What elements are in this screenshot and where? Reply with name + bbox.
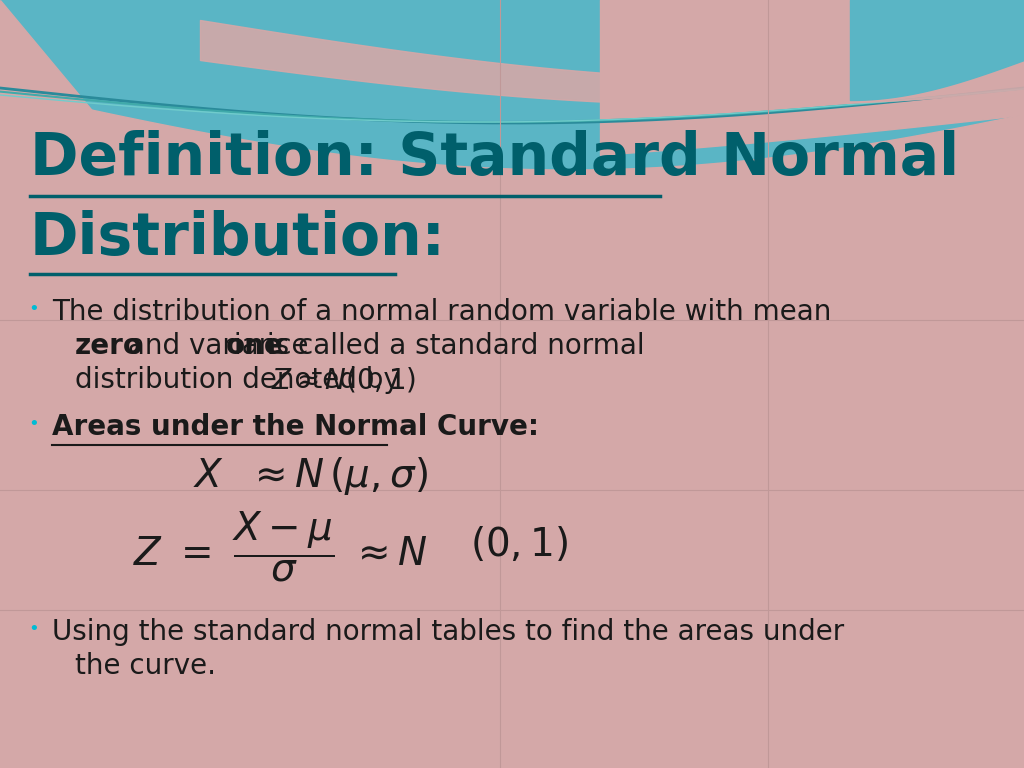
Text: $Z\ =\ \dfrac{X-\mu}{\sigma}\ \approx N$: $Z\ =\ \dfrac{X-\mu}{\sigma}\ \approx N$	[133, 510, 427, 584]
Text: Using the standard normal tables to find the areas under: Using the standard normal tables to find…	[52, 618, 844, 646]
Text: $(0,1)$: $(0,1)$	[470, 525, 568, 564]
Text: •: •	[28, 620, 39, 638]
Text: is called a standard normal: is called a standard normal	[258, 332, 645, 360]
Text: •: •	[28, 415, 39, 433]
Text: Areas under the Normal Curve:: Areas under the Normal Curve:	[52, 413, 539, 441]
Text: The distribution of a normal random variable with mean: The distribution of a normal random vari…	[52, 298, 831, 326]
Text: the curve.: the curve.	[75, 652, 216, 680]
Text: $X\ \ \approx N\,(\mu,\sigma)$: $X\ \ \approx N\,(\mu,\sigma)$	[193, 455, 427, 497]
Text: and variance: and variance	[119, 332, 317, 360]
Text: •: •	[28, 300, 39, 318]
Text: one: one	[226, 332, 284, 360]
Text: Distribution:: Distribution:	[30, 210, 445, 267]
Text: zero: zero	[75, 332, 143, 360]
Polygon shape	[0, 0, 100, 120]
Text: distribution denoted by: distribution denoted by	[75, 366, 409, 394]
Text: Definition: Standard Normal: Definition: Standard Normal	[30, 130, 959, 187]
Text: $Z\approx N(0,1)$: $Z\approx N(0,1)$	[271, 366, 416, 395]
